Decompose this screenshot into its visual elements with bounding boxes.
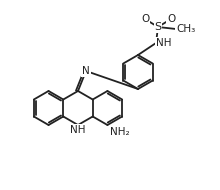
Text: NH: NH bbox=[70, 125, 86, 135]
Text: O: O bbox=[141, 14, 149, 24]
Text: NH₂: NH₂ bbox=[110, 127, 130, 137]
Text: N: N bbox=[82, 66, 90, 76]
Text: S: S bbox=[154, 22, 161, 32]
Text: CH₃: CH₃ bbox=[176, 24, 195, 34]
Text: NH: NH bbox=[156, 38, 172, 48]
Text: O: O bbox=[167, 14, 175, 24]
